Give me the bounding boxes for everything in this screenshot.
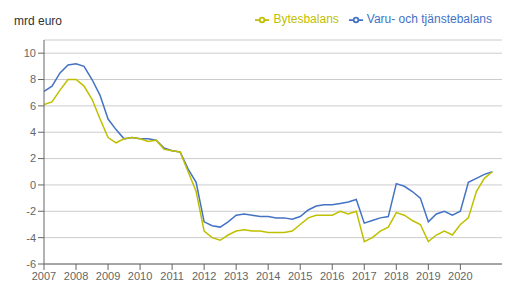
svg-text:6: 6 [30,100,36,112]
svg-text:2: 2 [30,152,36,164]
svg-text:2011: 2011 [160,270,184,282]
svg-text:2020: 2020 [448,270,472,282]
svg-text:2013: 2013 [224,270,248,282]
svg-text:4: 4 [30,126,36,138]
svg-text:10: 10 [24,47,36,59]
svg-text:8: 8 [30,73,36,85]
svg-text:2010: 2010 [128,270,152,282]
svg-text:2018: 2018 [384,270,408,282]
svg-text:2007: 2007 [32,270,56,282]
svg-text:2008: 2008 [64,270,88,282]
svg-text:2014: 2014 [256,270,280,282]
svg-text:2016: 2016 [320,270,344,282]
html-text:mrd euro: mrd euro [14,14,62,28]
svg-text:-4: -4 [26,232,36,244]
svg-text:2015: 2015 [288,270,312,282]
svg-text:2019: 2019 [416,270,440,282]
html-text:Varu- och tjänstebalans: Varu- och tjänstebalans [366,12,492,26]
svg-text:-6: -6 [26,258,36,270]
svg-text:2012: 2012 [192,270,216,282]
html-text:Bytesbalans: Bytesbalans [273,12,339,26]
svg-text:0: 0 [30,179,36,191]
svg-text:2009: 2009 [96,270,120,282]
svg-text:-2: -2 [26,205,36,217]
svg-text:2017: 2017 [352,270,376,282]
